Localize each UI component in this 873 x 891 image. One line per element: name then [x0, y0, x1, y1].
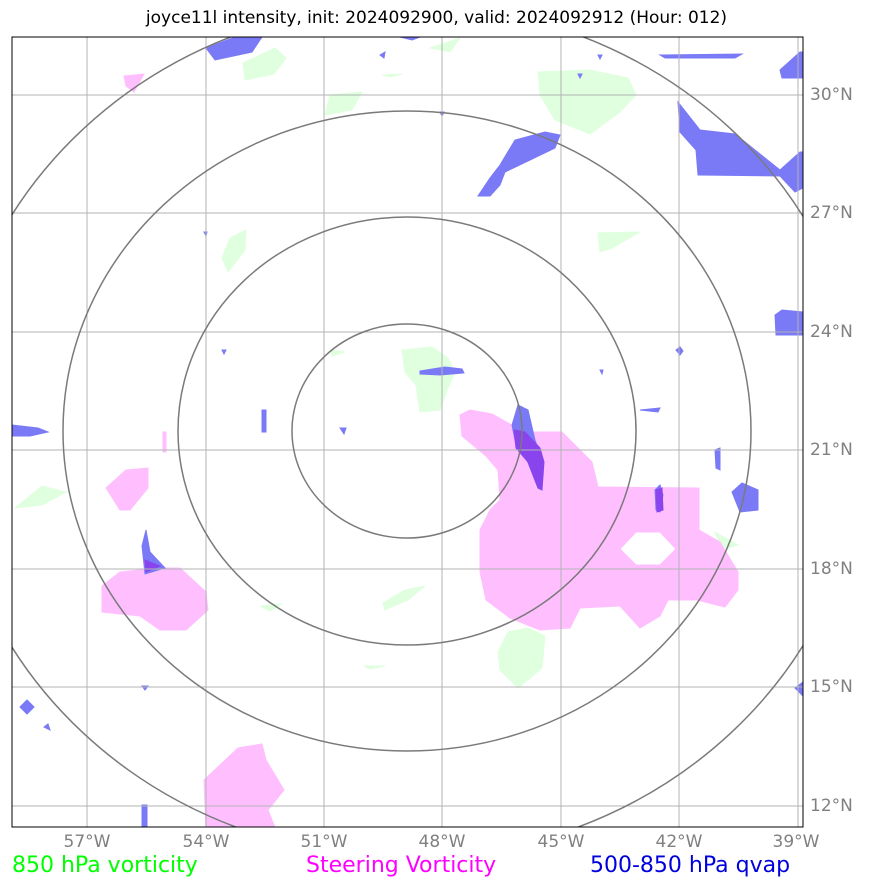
- steering-vorticity-contours: [101, 73, 739, 827]
- lon-label: 54°W: [182, 832, 230, 852]
- lon-label: 51°W: [300, 832, 348, 852]
- range-rings: [12, 37, 803, 827]
- legend-qvap: 500-850 hPa qvap: [590, 853, 791, 878]
- lon-label: 39°W: [772, 832, 820, 852]
- map-title: joyce11l intensity, init: 2024092900, va…: [145, 8, 728, 28]
- lon-label: 48°W: [418, 832, 466, 852]
- legend-steering-vorticity: Steering Vorticity: [306, 853, 497, 878]
- lat-label: 30°N: [810, 85, 853, 105]
- lon-label: 42°W: [655, 832, 703, 852]
- lat-label: 21°N: [810, 440, 853, 460]
- legend-850-vorticity: 850 hPa vorticity: [12, 853, 198, 878]
- lat-label: 18°N: [810, 559, 853, 579]
- plot-frame: [11, 36, 804, 828]
- qvap-contours: [12, 37, 803, 827]
- lat-label: 24°N: [810, 322, 853, 342]
- graticule: [12, 37, 803, 827]
- lat-label: 15°N: [810, 677, 853, 697]
- lat-label: 12°N: [810, 796, 853, 816]
- lon-label: 45°W: [537, 832, 585, 852]
- lon-label: 57°W: [63, 832, 111, 852]
- lat-label: 27°N: [810, 203, 853, 223]
